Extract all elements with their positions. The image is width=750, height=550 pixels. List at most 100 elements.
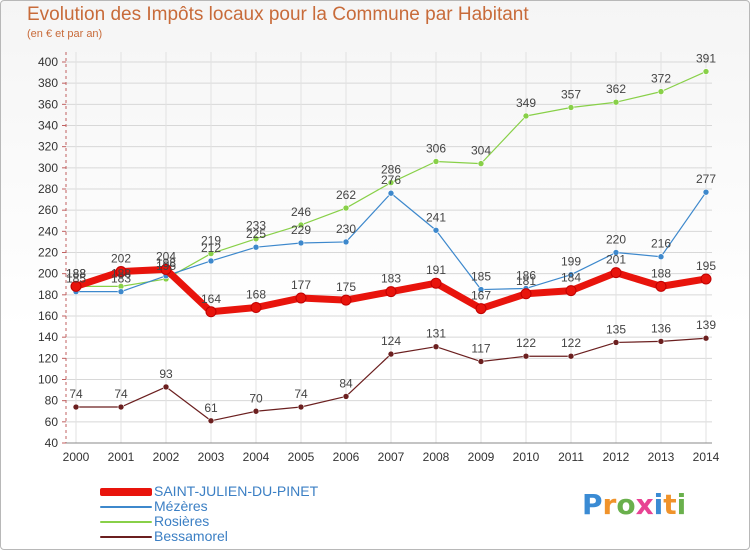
logo-text: Proxiti xyxy=(582,488,686,521)
data-label: 199 xyxy=(561,255,581,269)
data-label: 306 xyxy=(426,141,446,155)
data-label: 198 xyxy=(156,256,176,270)
data-point xyxy=(342,238,350,246)
chart-title: Evolution des Impôts locaux pour la Comm… xyxy=(27,4,529,25)
data-label: 277 xyxy=(696,172,716,186)
y-tick-label: 300 xyxy=(38,161,58,175)
y-tick-label: 360 xyxy=(38,97,58,111)
data-label: 204 xyxy=(156,249,176,263)
data-label: 241 xyxy=(426,210,446,224)
data-label: 122 xyxy=(516,336,536,350)
data-point xyxy=(475,303,487,315)
data-label: 201 xyxy=(606,253,626,267)
data-point xyxy=(702,68,710,75)
y-tick-label: 160 xyxy=(38,309,58,323)
data-label: 230 xyxy=(336,222,356,236)
data-point xyxy=(657,338,665,345)
data-label: 70 xyxy=(249,391,263,405)
data-point xyxy=(115,266,127,278)
data-point xyxy=(250,302,262,314)
data-label: 216 xyxy=(651,237,671,251)
x-tick-label: 2009 xyxy=(468,450,495,464)
y-tick-label: 180 xyxy=(38,288,58,302)
data-point xyxy=(387,350,395,358)
data-point xyxy=(612,249,620,256)
data-label: 220 xyxy=(606,233,626,247)
data-point xyxy=(340,294,352,306)
data-label: 61 xyxy=(204,401,218,415)
y-tick-label: 100 xyxy=(38,373,58,387)
x-tick-label: 2005 xyxy=(288,450,315,464)
data-label: 349 xyxy=(516,96,536,110)
data-label: 276 xyxy=(381,173,401,187)
y-tick-label: 140 xyxy=(38,330,58,344)
y-tick-label: 80 xyxy=(45,394,59,408)
logo-letter: r xyxy=(602,488,617,521)
data-label: 84 xyxy=(339,376,353,390)
x-tick-label: 2004 xyxy=(243,450,270,464)
data-point xyxy=(297,239,305,247)
data-point xyxy=(565,285,577,297)
data-point xyxy=(522,112,530,120)
data-point xyxy=(205,306,217,318)
x-tick-label: 2006 xyxy=(333,450,360,464)
data-label: 168 xyxy=(246,288,266,302)
data-point xyxy=(610,267,622,279)
data-point xyxy=(477,286,485,293)
data-point xyxy=(72,403,80,411)
data-label: 286 xyxy=(381,163,401,177)
y-tick-label: 280 xyxy=(38,182,58,196)
data-point xyxy=(430,277,442,289)
legend-label: Rosières xyxy=(154,513,210,529)
logo-letter: P xyxy=(582,488,603,521)
x-tick-label: 2007 xyxy=(378,450,405,464)
legend-swatch xyxy=(100,488,152,496)
data-point xyxy=(702,188,710,196)
data-label: 195 xyxy=(696,259,716,273)
data-point xyxy=(252,243,260,251)
data-point xyxy=(655,280,667,292)
data-point xyxy=(432,158,440,165)
x-tick-label: 2013 xyxy=(648,450,675,464)
data-point xyxy=(162,383,170,391)
data-point xyxy=(295,292,307,304)
data-label: 262 xyxy=(336,188,356,202)
x-tick-label: 2000 xyxy=(63,450,90,464)
data-point xyxy=(432,226,440,234)
data-label: 122 xyxy=(561,336,581,350)
data-label: 74 xyxy=(294,387,308,401)
data-point xyxy=(342,393,350,400)
data-label: 229 xyxy=(291,223,311,237)
y-tick-label: 260 xyxy=(38,203,58,217)
legend-swatch xyxy=(100,506,152,508)
data-label: 183 xyxy=(381,272,401,286)
data-label: 185 xyxy=(471,270,491,284)
x-tick-label: 2012 xyxy=(603,450,630,464)
y-tick-label: 120 xyxy=(38,351,58,365)
y-tick-label: 340 xyxy=(38,119,58,133)
data-point xyxy=(297,221,305,229)
data-point xyxy=(612,339,620,346)
y-tick-label: 320 xyxy=(38,140,58,154)
data-label: 135 xyxy=(606,322,626,336)
data-label: 74 xyxy=(69,387,83,401)
logo-letter: t xyxy=(663,488,677,521)
y-tick-label: 240 xyxy=(38,224,58,238)
y-tick-label: 380 xyxy=(38,76,58,90)
logo-letter: i xyxy=(653,488,664,521)
data-point xyxy=(387,179,395,186)
data-label: 191 xyxy=(426,263,446,277)
y-tick-label: 40 xyxy=(45,436,59,450)
data-label: 188 xyxy=(111,266,131,280)
logo-letter: o xyxy=(616,488,636,521)
x-tick-label: 2008 xyxy=(423,450,450,464)
data-point xyxy=(700,273,712,285)
data-label: 74 xyxy=(114,387,128,401)
data-label: 233 xyxy=(246,219,266,233)
data-point xyxy=(657,88,665,95)
data-label: 177 xyxy=(291,278,311,292)
data-label: 212 xyxy=(201,241,221,255)
data-point xyxy=(117,403,125,411)
data-point xyxy=(297,403,305,411)
